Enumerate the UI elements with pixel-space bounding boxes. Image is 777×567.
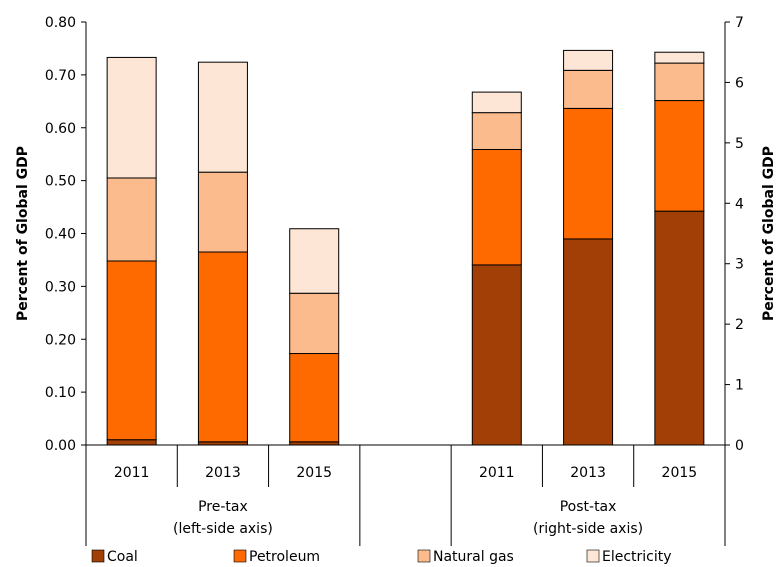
bar-natural-gas: [471, 112, 522, 151]
left-tick-label: 0.40: [45, 227, 76, 243]
left-tick-label: 0.70: [45, 68, 76, 84]
x-category-label: 2015: [662, 465, 698, 481]
x-category-label: 2013: [205, 465, 241, 481]
bar-electricity: [289, 228, 340, 294]
legend-label: Electricity: [602, 549, 672, 565]
legend-label: Natural gas: [433, 549, 514, 565]
legend-swatch-coal: [91, 549, 105, 563]
group-label: Post-tax: [560, 499, 617, 515]
bar-petroleum: [289, 353, 340, 443]
left-tick-label: 0.30: [45, 279, 76, 295]
left-tick-label: 0.10: [45, 385, 76, 401]
legend-swatch-petroleum: [233, 549, 247, 563]
group-label: Pre-tax: [198, 499, 248, 515]
left-tick-label: 0.00: [45, 438, 76, 454]
left-axis-title: Percent of Global GDP: [15, 146, 31, 321]
left-tick-label: 0.80: [45, 15, 76, 31]
group-sublabel: (left-side axis): [173, 521, 273, 537]
legend-label: Coal: [107, 549, 138, 565]
bar-petroleum: [471, 149, 522, 266]
left-tick-label: 0.60: [45, 121, 76, 137]
right-tick-label: 0: [735, 438, 744, 454]
x-category-label: 2013: [570, 465, 606, 481]
bar-electricity: [106, 56, 157, 179]
bar-natural-gas: [563, 69, 614, 109]
x-category-label: 2015: [296, 465, 332, 481]
left-tick-label: 0.50: [45, 174, 76, 190]
right-tick-label: 3: [735, 257, 744, 273]
bar-petroleum: [197, 251, 248, 443]
bar-petroleum: [106, 260, 157, 441]
bar-petroleum: [563, 107, 614, 240]
bar-natural-gas: [654, 62, 705, 102]
bar-coal: [563, 238, 614, 446]
right-tick-label: 2: [735, 317, 744, 333]
bar-electricity: [197, 61, 248, 173]
bar-coal: [654, 210, 705, 446]
right-tick-label: 7: [735, 15, 744, 31]
bar-coal: [471, 264, 522, 446]
right-tick-label: 4: [735, 196, 744, 212]
bar-coal: [106, 439, 157, 446]
bar-petroleum: [654, 100, 705, 212]
right-tick-label: 6: [735, 75, 744, 91]
bar-electricity: [563, 49, 614, 71]
bar-electricity: [471, 91, 522, 114]
bar-natural-gas: [289, 292, 340, 355]
legend-swatch-electricity: [586, 549, 600, 563]
bar-electricity: [654, 51, 705, 64]
left-tick-label: 0.20: [45, 332, 76, 348]
group-sublabel: (right-side axis): [533, 521, 643, 537]
bar-natural-gas: [197, 171, 248, 253]
right-tick-label: 5: [735, 136, 744, 152]
x-category-label: 2011: [479, 465, 515, 481]
right-tick-label: 1: [735, 378, 744, 394]
legend-swatch-natural-gas: [417, 549, 431, 563]
x-category-label: 2011: [114, 465, 150, 481]
right-axis-title: Percent of Global GDP: [761, 146, 777, 321]
bar-natural-gas: [106, 177, 157, 262]
legend-label: Petroleum: [249, 549, 320, 565]
